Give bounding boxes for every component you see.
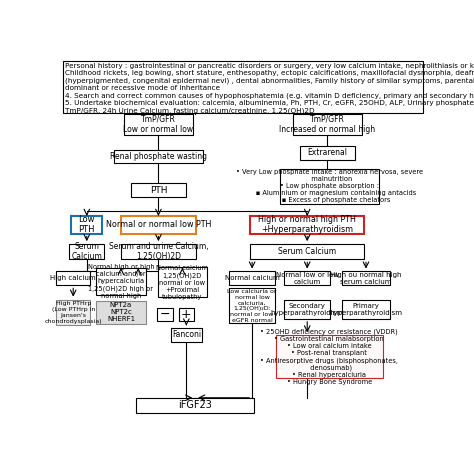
- FancyBboxPatch shape: [229, 289, 275, 323]
- FancyBboxPatch shape: [63, 61, 423, 113]
- Text: Secondary
hyperparathyroidism: Secondary hyperparathyroidism: [271, 303, 344, 316]
- FancyBboxPatch shape: [114, 150, 202, 164]
- FancyBboxPatch shape: [69, 244, 104, 259]
- FancyBboxPatch shape: [342, 272, 390, 285]
- Text: Personal history : gastrointestinal or pancreatic disorders or surgery, very low: Personal history : gastrointestinal or p…: [65, 63, 474, 114]
- Text: Normal or normal low PTH: Normal or normal low PTH: [106, 220, 211, 229]
- Text: Low
PTH: Low PTH: [79, 215, 95, 235]
- Text: TmP/GFR
Increased or normal high: TmP/GFR Increased or normal high: [279, 115, 375, 134]
- Text: Extrarenal: Extrarenal: [308, 148, 347, 157]
- FancyBboxPatch shape: [250, 216, 364, 234]
- Text: Low calciuria or
normal low
calciuria,
1,25(OH)₂D:
normal or low
eGFR normal: Low calciuria or normal low calciuria, 1…: [228, 289, 277, 323]
- FancyBboxPatch shape: [121, 244, 196, 259]
- FancyBboxPatch shape: [250, 244, 364, 259]
- FancyBboxPatch shape: [284, 300, 330, 319]
- Text: High PTHrp
(Low PTHrp in
Jansen's
chondrodysplasia): High PTHrp (Low PTHrp in Jansen's chondr…: [45, 301, 102, 324]
- FancyBboxPatch shape: [96, 301, 146, 324]
- FancyBboxPatch shape: [229, 272, 275, 285]
- Text: High calcium: High calcium: [50, 275, 96, 282]
- Text: Fanconi: Fanconi: [172, 330, 201, 339]
- Text: TmP/GFR
Low or normal low: TmP/GFR Low or normal low: [123, 115, 193, 134]
- Text: Normal low or low
calcium: Normal low or low calcium: [276, 272, 339, 285]
- FancyBboxPatch shape: [300, 146, 355, 160]
- Text: Primary
hyperparathyroidism: Primary hyperparathyroidism: [329, 303, 402, 316]
- FancyBboxPatch shape: [284, 272, 330, 285]
- FancyBboxPatch shape: [96, 268, 146, 295]
- FancyBboxPatch shape: [158, 267, 207, 297]
- FancyBboxPatch shape: [292, 114, 362, 135]
- Text: Normal calcium: Normal calcium: [225, 275, 280, 282]
- Text: Normal high or high
calcium and/or
hypercalciuria
1,25(OH)2D high or
normal high: Normal high or high calcium and/or hyper…: [88, 264, 154, 299]
- Text: High or normal high PTH
+Hyperparathyroidism: High or normal high PTH +Hyperparathyroi…: [258, 215, 356, 235]
- Text: • Very Low phosphate intake : anorexia nervosa, severe
  malnutrition
• Low phos: • Very Low phosphate intake : anorexia n…: [236, 169, 423, 203]
- Text: High ou normal high
serum calcium: High ou normal high serum calcium: [330, 272, 402, 285]
- FancyBboxPatch shape: [157, 308, 173, 321]
- Text: NPT2a
NPT2c
NHERF1: NPT2a NPT2c NHERF1: [107, 302, 135, 322]
- Text: Serum Calcium: Serum Calcium: [278, 247, 336, 256]
- FancyBboxPatch shape: [342, 300, 390, 319]
- FancyBboxPatch shape: [124, 114, 193, 135]
- Text: −: −: [160, 308, 170, 321]
- Text: +: +: [181, 308, 191, 321]
- Text: PTH: PTH: [150, 186, 167, 195]
- FancyBboxPatch shape: [276, 336, 383, 378]
- Text: iFGF23: iFGF23: [178, 401, 212, 410]
- Text: Normal calcium
1,25(OH)2D
normal or low
+Proximal
tubulopathy: Normal calcium 1,25(OH)2D normal or low …: [156, 265, 208, 300]
- Text: Serum
Calcium: Serum Calcium: [72, 242, 102, 262]
- FancyBboxPatch shape: [56, 300, 91, 325]
- Text: • 25OHD deficiency or resistance (VDDR)
• Gastrointestinal malabsorption
• Low o: • 25OHD deficiency or resistance (VDDR) …: [260, 328, 398, 385]
- FancyBboxPatch shape: [71, 216, 102, 234]
- FancyBboxPatch shape: [137, 398, 254, 413]
- FancyBboxPatch shape: [171, 328, 202, 342]
- FancyBboxPatch shape: [121, 216, 196, 234]
- Text: Serum and urine Calcium,
1,25(OH)2D: Serum and urine Calcium, 1,25(OH)2D: [109, 242, 208, 262]
- Text: Renal phosphate wasting: Renal phosphate wasting: [110, 152, 207, 161]
- FancyBboxPatch shape: [280, 169, 379, 204]
- FancyBboxPatch shape: [179, 308, 194, 321]
- FancyBboxPatch shape: [56, 272, 91, 285]
- FancyBboxPatch shape: [131, 183, 186, 197]
